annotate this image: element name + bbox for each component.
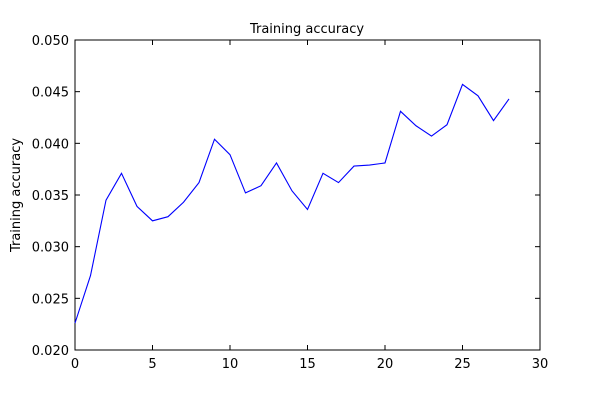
y-tick-label: 0.035 bbox=[32, 189, 69, 204]
y-axis-label: Training accuracy bbox=[9, 138, 24, 253]
plot-area-frame bbox=[74, 39, 541, 351]
y-tick-label: 0.045 bbox=[32, 86, 69, 101]
x-tick-label: 20 bbox=[377, 357, 394, 372]
x-tick-label: 10 bbox=[222, 357, 239, 372]
x-axis: 0 5 10 15 20 25 30 bbox=[71, 40, 548, 372]
y-tick-label: 0.040 bbox=[32, 137, 69, 152]
x-tick-label: 0 bbox=[71, 357, 79, 372]
series-layer bbox=[74, 83, 510, 324]
y-tick-label: 0.025 bbox=[32, 292, 69, 307]
y-tick-label: 0.030 bbox=[32, 241, 69, 256]
x-tick-label: 25 bbox=[454, 357, 471, 372]
x-tick-label: 30 bbox=[532, 357, 549, 372]
x-tick-label: 15 bbox=[299, 357, 316, 372]
y-tick-label: 0.050 bbox=[32, 34, 69, 49]
y-axis: 0.020 0.025 0.030 0.035 0.040 0.045 0.050 bbox=[32, 34, 540, 359]
series-line bbox=[74, 83, 510, 324]
chart-title: Training accuracy bbox=[249, 22, 364, 37]
x-tick-label: 5 bbox=[148, 357, 156, 372]
y-tick-label: 0.020 bbox=[32, 344, 69, 359]
